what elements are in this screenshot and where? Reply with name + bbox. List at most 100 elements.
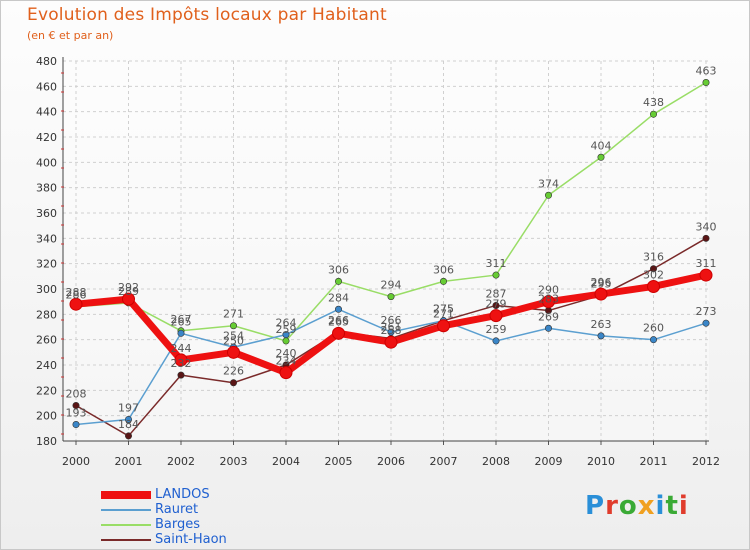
x-tick-label: 2012: [692, 455, 720, 468]
data-label-barges: 294: [381, 279, 402, 292]
data-label-rauret: 193: [66, 407, 87, 420]
data-label-landos: 265: [328, 315, 349, 328]
data-label-rauret: 259: [486, 323, 507, 336]
data-label-rauret: 265: [171, 315, 192, 328]
data-label-landos: 296: [591, 276, 612, 289]
data-point-saint-haon: [649, 265, 657, 273]
data-label-saint-haon: 232: [171, 357, 192, 370]
data-label-landos: 279: [486, 298, 507, 311]
data-point-landos: [594, 287, 608, 301]
x-tick-label: 2002: [167, 455, 195, 468]
y-tick-label: 380: [36, 182, 57, 195]
y-tick-label: 280: [36, 308, 57, 321]
legend-label: Rauret: [155, 502, 199, 517]
data-point-landos: [384, 335, 398, 349]
logo-letter: i: [678, 491, 689, 521]
data-label-saint-haon: 316: [643, 251, 664, 264]
legend-swatch: [101, 523, 151, 526]
data-label-rauret: 260: [643, 322, 664, 335]
data-label-saint-haon: 283: [538, 293, 559, 306]
legend-swatch: [101, 490, 151, 499]
data-point-saint-haon: [492, 301, 500, 309]
data-label-barges: 311: [486, 257, 507, 270]
data-label-saint-haon: 287: [486, 287, 507, 300]
data-point-barges: [230, 322, 238, 330]
proxiti-logo: Proxiti: [585, 491, 689, 521]
y-tick-label: 360: [36, 207, 57, 220]
x-tick-label: 2006: [377, 455, 405, 468]
data-label-rauret: 197: [118, 401, 139, 414]
data-point-rauret: [597, 332, 605, 340]
legend-item-landos: LANDOS: [101, 487, 227, 502]
data-point-barges: [649, 110, 657, 118]
data-point-saint-haon: [177, 371, 185, 379]
data-label-saint-haon: 275: [433, 303, 454, 316]
data-point-landos: [174, 353, 188, 367]
x-tick-label: 2005: [325, 455, 353, 468]
y-tick-label: 340: [36, 232, 57, 245]
data-point-landos: [647, 279, 660, 293]
data-label-barges: 306: [433, 263, 454, 276]
data-point-rauret: [282, 331, 290, 339]
chart-title: Evolution des Impôts locaux par Habitant: [27, 5, 387, 25]
x-tick-label: 2007: [430, 455, 458, 468]
x-tick-label: 2010: [587, 455, 615, 468]
data-label-saint-haon: 261: [381, 320, 402, 333]
data-point-saint-haon: [72, 402, 80, 410]
y-tick-label: 480: [36, 55, 57, 68]
data-label-saint-haon: 226: [223, 365, 244, 378]
data-label-rauret: 264: [276, 317, 297, 330]
legend-item-rauret: Rauret: [101, 502, 227, 517]
logo-letter: o: [618, 491, 638, 521]
data-point-barges: [544, 191, 552, 199]
data-point-rauret: [177, 329, 185, 337]
data-point-landos: [489, 309, 503, 323]
data-point-landos: [542, 295, 555, 309]
data-label-saint-haon: 184: [118, 418, 139, 431]
data-point-rauret: [702, 319, 710, 327]
data-label-rauret: 266: [381, 314, 402, 327]
logo-letter: x: [637, 491, 656, 521]
data-point-rauret: [72, 421, 80, 429]
data-label-barges: 306: [328, 263, 349, 276]
data-label-saint-haon: 208: [66, 388, 87, 401]
y-tick-label: 400: [36, 156, 57, 169]
data-label-rauret: 269: [538, 310, 559, 323]
data-label-barges: 374: [538, 177, 559, 190]
x-tick-label: 2000: [62, 455, 90, 468]
legend-swatch: [101, 508, 151, 511]
data-label-rauret: 254: [223, 329, 244, 342]
y-tick-label: 220: [36, 384, 57, 397]
data-point-rauret: [334, 305, 342, 313]
legend-item-barges: Barges: [101, 517, 227, 532]
data-label-barges: 438: [643, 96, 664, 109]
data-label-landos: 311: [696, 257, 717, 270]
data-label-landos: 234: [276, 355, 297, 368]
data-label-landos: 258: [381, 324, 402, 337]
logo-letter: P: [585, 491, 606, 521]
x-tick-label: 2003: [220, 455, 248, 468]
data-point-barges: [492, 271, 500, 279]
legend-label: Saint-Haon: [155, 532, 227, 547]
data-point-landos: [69, 297, 83, 311]
x-tick-label: 2011: [640, 455, 668, 468]
x-tick-label: 2009: [535, 455, 563, 468]
y-tick-label: 240: [36, 359, 57, 372]
data-label-landos: 292: [118, 281, 139, 294]
data-label-barges: 404: [591, 139, 612, 152]
data-point-saint-haon: [125, 432, 133, 440]
x-tick-label: 2004: [272, 455, 300, 468]
data-label-rauret: 263: [591, 318, 612, 331]
legend-item-saint-haon: Saint-Haon: [101, 532, 227, 547]
legend-label: Barges: [155, 517, 201, 532]
data-label-barges: 286: [66, 289, 87, 302]
logo-letter: i: [655, 491, 666, 521]
data-point-landos: [279, 366, 293, 380]
y-tick-label: 440: [36, 106, 57, 119]
data-point-barges: [334, 277, 342, 285]
data-label-rauret: 273: [696, 305, 717, 318]
legend-swatch: [101, 538, 151, 541]
data-point-rauret: [492, 337, 500, 345]
data-point-barges: [702, 79, 710, 87]
